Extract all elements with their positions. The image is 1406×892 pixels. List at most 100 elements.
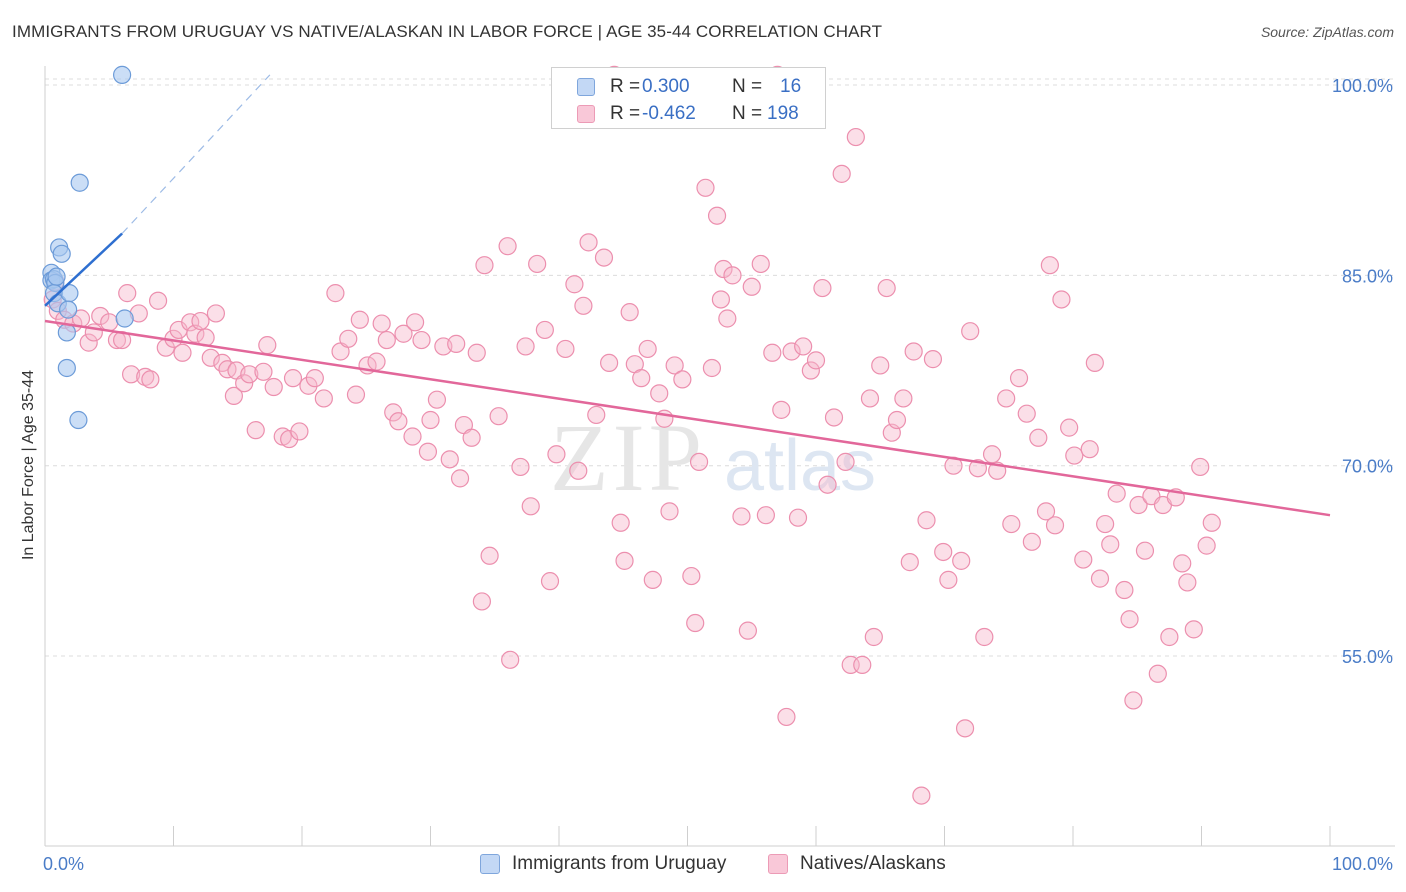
r-label: R =: [610, 76, 641, 97]
natives-point: [1191, 457, 1210, 477]
uruguay-point: [112, 65, 132, 84]
natives-point: [832, 164, 851, 183]
natives-point: [1090, 569, 1110, 588]
natives-point: [836, 452, 855, 471]
natives-point: [682, 566, 701, 586]
natives-point: [480, 546, 499, 565]
natives-point: [982, 445, 1002, 464]
watermark: ZIP atlas: [550, 404, 876, 511]
natives-point: [511, 457, 530, 477]
watermark-atlas: atlas: [724, 426, 876, 506]
uruguay-point: [57, 323, 76, 342]
natives-point: [467, 343, 486, 362]
natives-point: [1160, 627, 1179, 647]
natives-point: [620, 303, 639, 322]
natives-point: [339, 329, 358, 348]
natives-point: [702, 358, 722, 378]
natives-trend-line: [44, 319, 1331, 517]
natives-point: [254, 362, 273, 381]
natives-point: [1135, 541, 1155, 560]
natives-point: [412, 330, 431, 350]
natives-point: [118, 284, 137, 303]
natives-point: [579, 233, 598, 252]
natives-point: [1045, 516, 1065, 535]
natives-point: [594, 248, 614, 267]
natives-point: [299, 376, 318, 395]
uruguay-swatch: [480, 854, 500, 874]
natives-point: [751, 254, 770, 274]
natives-point: [1101, 535, 1120, 554]
natives-point: [853, 655, 872, 674]
y-tick-label: 85.0%: [1342, 266, 1393, 286]
natives-point: [224, 386, 243, 406]
natives-point: [528, 254, 547, 274]
natives-point: [148, 291, 168, 310]
natives-point: [574, 296, 593, 315]
uruguay-trend-extension: [121, 74, 271, 234]
trend-lines: [44, 74, 1331, 517]
natives-point: [788, 508, 808, 527]
natives-point: [818, 475, 837, 494]
natives-point: [240, 365, 259, 384]
natives-point: [696, 178, 715, 197]
uruguay-points: [42, 65, 134, 430]
natives-point: [975, 627, 994, 647]
natives-point: [556, 339, 575, 359]
r-label: R =: [610, 103, 641, 124]
natives-point: [440, 450, 459, 469]
natives-point: [283, 369, 303, 388]
natives-point: [394, 324, 413, 343]
natives-point: [403, 427, 422, 446]
natives-point: [1002, 514, 1021, 534]
natives-point: [763, 343, 782, 362]
natives-point: [141, 370, 160, 389]
natives-point: [689, 452, 709, 471]
natives-point: [206, 304, 226, 323]
uruguay-point: [57, 358, 76, 378]
natives-point: [191, 311, 210, 331]
uruguay-point: [115, 309, 134, 328]
natives-point: [1009, 369, 1029, 388]
natives-point: [121, 365, 141, 384]
natives-point: [136, 367, 155, 386]
natives-point: [860, 389, 880, 408]
natives-point: [632, 369, 651, 388]
natives-point: [475, 256, 494, 275]
natives-point: [100, 313, 119, 332]
natives-point: [801, 361, 820, 380]
natives-point: [1029, 428, 1048, 447]
natives-point: [1202, 513, 1221, 532]
natives-point: [1052, 290, 1071, 309]
natives-point: [600, 353, 619, 373]
legend-row-uruguay: R = 0.300 N = 16: [552, 74, 825, 101]
natives-point: [846, 127, 865, 147]
y-tick-label: 70.0%: [1342, 457, 1393, 477]
r-value: -0.462: [642, 103, 696, 124]
natives-point: [472, 592, 491, 611]
natives-point: [264, 377, 283, 397]
axes: [44, 66, 1395, 847]
natives-point: [1017, 404, 1036, 423]
natives-point: [447, 334, 466, 353]
natives-point: [777, 707, 796, 727]
natives-point: [535, 320, 554, 340]
natives-alaskans-points: [43, 65, 1221, 805]
natives-point: [1065, 446, 1084, 465]
n-label: N =: [732, 76, 763, 97]
natives-point: [611, 513, 630, 532]
y-tick-label: 100.0%: [1332, 76, 1393, 96]
natives-point: [939, 570, 958, 589]
uruguay-point: [59, 300, 78, 319]
natives-point: [917, 511, 936, 530]
uruguay-point: [69, 410, 88, 430]
natives-point: [450, 469, 470, 488]
x-tick-label: 100.0%: [1332, 854, 1393, 874]
natives-point: [1120, 610, 1139, 629]
natives-point: [587, 405, 606, 425]
natives-point: [961, 322, 980, 341]
legend-row-natives: R = -0.462 N = 198: [552, 101, 825, 128]
natives-point: [547, 445, 566, 464]
natives-point: [1129, 495, 1148, 515]
natives-point: [707, 206, 727, 225]
correlation-legend: R = 0.300 N = 16 R = -0.462 N = 198: [551, 67, 826, 129]
